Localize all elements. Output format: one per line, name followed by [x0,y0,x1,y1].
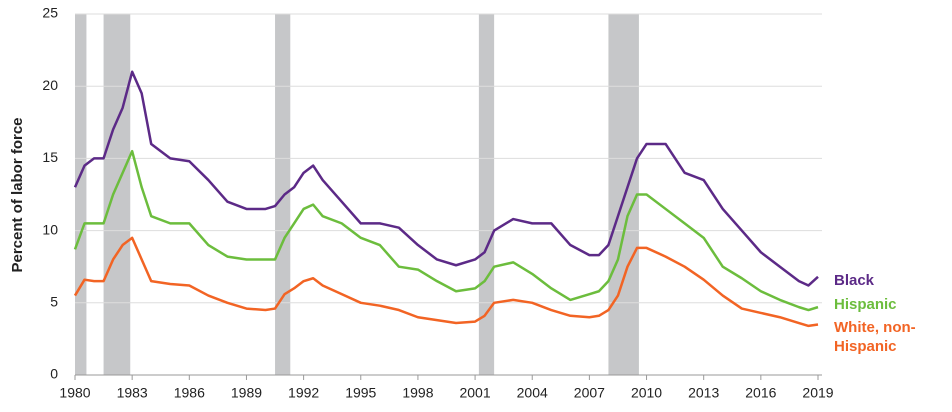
x-tick-label: 2013 [688,385,719,401]
x-tick-label: 1986 [174,385,205,401]
legend-entry: Hispanic [834,296,897,313]
x-tick-label: 1980 [59,385,90,401]
legend-entry: Black [834,272,875,289]
y-tick-label: 25 [42,5,58,21]
recession-band [103,14,131,375]
y-tick-label: 0 [50,366,58,382]
x-tick-label: 1995 [345,385,376,401]
x-tick-label: 2004 [517,385,548,401]
x-tick-label: 1998 [402,385,433,401]
x-tick-label: 2001 [459,385,490,401]
recession-band [478,14,495,375]
series-line [73,70,819,287]
x-tick-label: 2007 [574,385,605,401]
series-line [73,236,819,328]
y-tick-label: 10 [42,221,58,237]
y-tick-label: 5 [50,294,58,310]
legend-entry: White, non-Hispanic [834,319,916,355]
x-tick-label: 1992 [288,385,319,401]
x-tick-label: 2010 [631,385,662,401]
series-line [73,149,819,312]
x-tick-label: 2016 [745,385,776,401]
recession-band [608,14,639,375]
x-tick-label: 1989 [231,385,262,401]
y-axis-label: Percent of labor force [9,117,26,272]
x-tick-label: 2019 [802,385,833,401]
y-tick-label: 20 [42,77,58,93]
recession-band [75,14,87,375]
x-tick-label: 1983 [117,385,148,401]
y-tick-label: 15 [42,149,58,165]
recession-band [275,14,291,375]
